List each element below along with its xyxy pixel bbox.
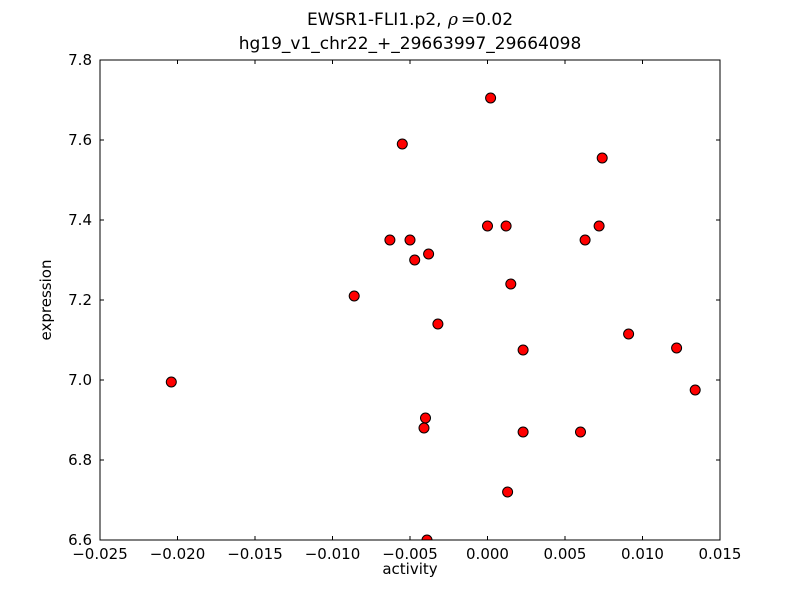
data-point [579, 234, 591, 246]
data-point [505, 278, 517, 290]
x-tick-label: −0.005 [382, 545, 438, 563]
data-point [423, 248, 435, 260]
y-tick-label: 7.2 [68, 291, 92, 309]
y-tick-label: 6.6 [68, 531, 92, 549]
chart-title-line2: hg19_v1_chr22_+_29663997_29664098 [238, 34, 582, 54]
x-tick-label: −0.025 [72, 545, 128, 563]
x-tick-label: −0.020 [150, 545, 206, 563]
data-point [165, 376, 177, 388]
y-tick-label: 7.0 [68, 371, 92, 389]
data-point [593, 220, 605, 232]
x-tick-label: 0.015 [699, 545, 742, 563]
rho-value: =0.02 [460, 10, 514, 30]
x-tick-label: 0.010 [621, 545, 664, 563]
x-tick-label: 0.005 [544, 545, 587, 563]
x-axis-label: activity [382, 560, 438, 578]
data-point [596, 152, 608, 164]
x-tick-label: −0.015 [227, 545, 283, 563]
data-point [517, 344, 529, 356]
data-point [482, 220, 493, 232]
data-point [404, 234, 416, 246]
data-point [384, 234, 396, 246]
data-point [689, 384, 701, 396]
data-point [420, 412, 431, 424]
data-point [671, 342, 683, 354]
y-tick-label: 7.8 [68, 51, 92, 69]
data-point [517, 426, 529, 438]
data-point [409, 254, 421, 266]
data-point [502, 486, 514, 498]
chart-title-text: EWSR1-FLI1.p2, [306, 10, 447, 30]
y-tick-label: 7.4 [68, 211, 92, 229]
x-tick-label: 0.000 [466, 545, 509, 563]
rho-symbol: ρ [447, 10, 458, 30]
chart-title-line1: EWSR1-FLI1.p2, ρ =0.02 [100, 8, 720, 32]
data-point [396, 138, 408, 150]
y-tick-label: 6.8 [68, 451, 92, 469]
data-point [418, 422, 430, 434]
plot-frame [99, 59, 721, 541]
data-point [432, 318, 444, 330]
data-point [575, 426, 586, 438]
data-point [485, 92, 497, 104]
data-point [421, 534, 433, 540]
data-point [623, 328, 635, 340]
points-group [165, 92, 701, 540]
y-axis-label: expression [37, 259, 55, 341]
data-point [348, 290, 360, 302]
x-tick-label: −0.010 [305, 545, 361, 563]
y-tick-label: 7.6 [68, 131, 92, 149]
data-point [500, 220, 512, 232]
chart-title: EWSR1-FLI1.p2, ρ =0.02 hg19_v1_chr22_+_29… [100, 8, 720, 56]
